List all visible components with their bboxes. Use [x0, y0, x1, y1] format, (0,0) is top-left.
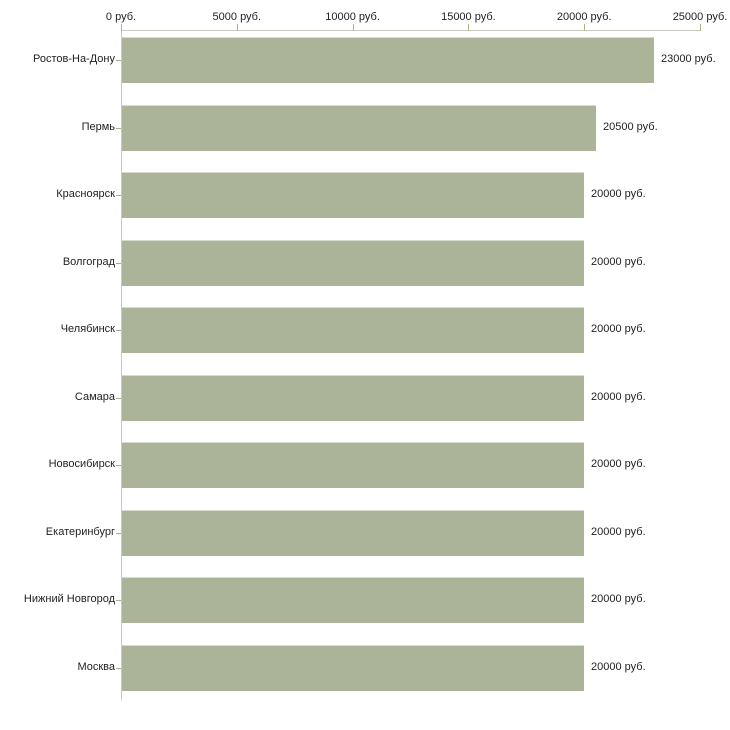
category-label: Пермь [81, 120, 115, 133]
bar-value-label: 20000 руб. [591, 660, 646, 673]
x-axis-tick-mark [700, 24, 701, 31]
bar [122, 509, 584, 556]
bar-value-label: 20000 руб. [591, 323, 646, 335]
category-label: Нижний Новгород [23, 593, 115, 605]
bar [122, 442, 584, 488]
category-label: Самара [74, 390, 115, 403]
x-axis-tick-label: 5000 руб. [212, 11, 262, 23]
category-tick-mark [116, 262, 121, 264]
category-label: Челябинск [60, 323, 115, 335]
bar [122, 644, 584, 691]
category-label: Ростов-На-Дону [32, 53, 115, 65]
category-label: Екатеринбург [45, 525, 115, 538]
bar [122, 374, 584, 421]
category-tick-mark [116, 532, 121, 534]
category-label: Москва [77, 660, 115, 673]
bar-value-label: 20000 руб. [591, 458, 646, 470]
x-axis-tick-mark [352, 24, 354, 31]
bar-value-label: 20500 руб. [603, 120, 658, 133]
x-axis-line [121, 30, 701, 31]
category-label: Красноярск [56, 188, 115, 200]
bar-value-label: 20000 руб. [591, 390, 646, 403]
bar-value-label: 20000 руб. [591, 593, 646, 605]
category-label: Новосибирск [48, 458, 115, 470]
x-axis-tick-mark [121, 24, 122, 31]
bar [122, 104, 596, 151]
category-tick-mark [116, 195, 121, 196]
x-axis-tick-label: 10000 руб. [325, 11, 380, 23]
x-axis-tick-label: 25000 руб. [672, 11, 728, 23]
bar-value-label: 20000 руб. [591, 525, 646, 538]
category-tick-mark [116, 127, 121, 129]
bar [122, 307, 584, 353]
category-tick-mark [116, 330, 121, 331]
x-axis-tick-mark [236, 24, 238, 31]
y-axis-line [121, 30, 122, 700]
x-axis-tick-label: 15000 руб. [441, 11, 496, 23]
bar-value-label: 20000 руб. [591, 188, 646, 200]
category-tick-mark [116, 465, 121, 466]
category-tick-mark [116, 60, 121, 61]
category-tick-mark [116, 397, 121, 399]
x-axis-tick-label: 20000 руб. [556, 11, 612, 23]
category-tick-mark [116, 667, 121, 669]
bar [122, 37, 654, 83]
bar-value-label: 20000 руб. [591, 255, 646, 268]
bar [122, 577, 584, 623]
category-label: Волгоград [62, 255, 115, 268]
category-tick-mark [116, 600, 121, 601]
x-axis-tick-mark [584, 24, 586, 31]
x-axis-tick-mark [468, 24, 470, 31]
bar-value-label: 23000 руб. [661, 53, 716, 65]
x-axis-tick-label: 0 руб. [105, 11, 137, 23]
bar [122, 172, 584, 218]
bar [122, 239, 584, 286]
